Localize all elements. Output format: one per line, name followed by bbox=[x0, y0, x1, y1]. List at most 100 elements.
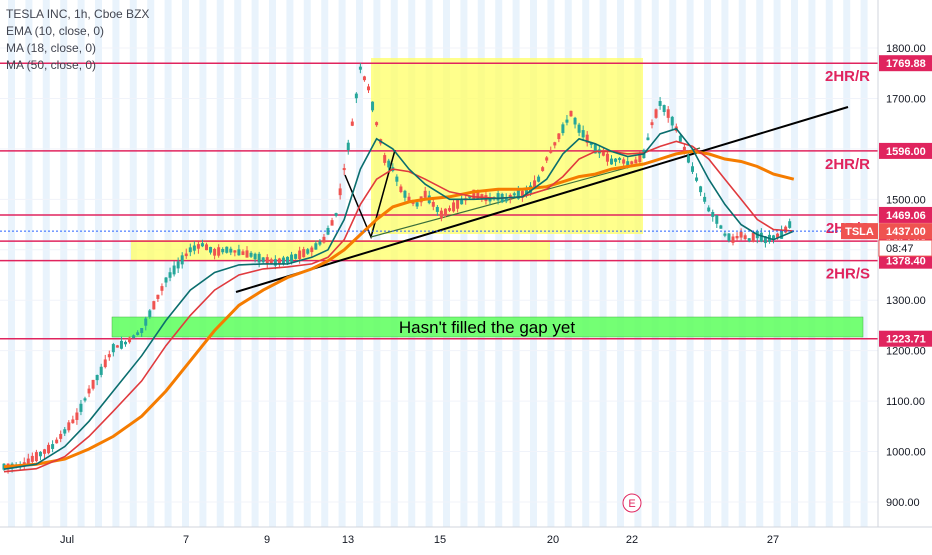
legend-ema[interactable]: EMA (10, close, 0) bbox=[6, 24, 105, 38]
candle-body bbox=[55, 439, 59, 444]
session-band bbox=[373, 0, 381, 527]
candle-body bbox=[735, 235, 739, 239]
candle-body bbox=[200, 243, 204, 247]
candle-body bbox=[180, 255, 184, 265]
session-band bbox=[147, 0, 155, 527]
candle-body bbox=[213, 248, 217, 256]
earnings-marker bbox=[622, 493, 642, 513]
x-tick-label: 13 bbox=[342, 534, 354, 546]
candle-body bbox=[448, 208, 451, 211]
candle-body bbox=[249, 252, 253, 257]
candle-body bbox=[423, 190, 427, 198]
candle-body bbox=[95, 375, 99, 381]
session-band bbox=[686, 0, 694, 527]
earnings-marker-label: E bbox=[628, 498, 635, 510]
session-band bbox=[390, 0, 398, 527]
level-price-tag bbox=[879, 55, 932, 72]
symbol-tag-label: TSLA bbox=[845, 226, 874, 238]
candle-body bbox=[545, 157, 549, 161]
candle-body bbox=[456, 200, 460, 209]
candle-body bbox=[541, 167, 545, 171]
candle-body bbox=[658, 101, 662, 106]
candle-body bbox=[666, 109, 670, 118]
session-band bbox=[60, 0, 68, 527]
session-band bbox=[738, 0, 746, 527]
session-band bbox=[564, 0, 572, 527]
session-band bbox=[425, 0, 433, 527]
candle-body bbox=[699, 186, 703, 193]
candle-body bbox=[91, 379, 95, 389]
last-price-label: 1437.00 bbox=[886, 226, 926, 238]
candles bbox=[2, 63, 792, 474]
candle-body bbox=[338, 188, 342, 196]
candle-body bbox=[585, 134, 589, 143]
candle-body bbox=[638, 153, 642, 163]
candle-body bbox=[241, 251, 245, 255]
candle-body bbox=[358, 66, 362, 70]
session-band bbox=[512, 0, 520, 527]
candle-body bbox=[350, 121, 354, 126]
level-price-tag bbox=[879, 206, 932, 223]
session-band bbox=[582, 0, 590, 527]
candle-body bbox=[751, 232, 755, 242]
candle-body bbox=[164, 277, 168, 283]
legend-ma18[interactable]: MA (18, close, 0) bbox=[6, 41, 97, 55]
session-band bbox=[8, 0, 15, 527]
candle-body bbox=[103, 359, 107, 368]
candle-body bbox=[399, 186, 403, 193]
candle-body bbox=[686, 155, 690, 163]
candle-body bbox=[614, 158, 618, 162]
candle-body bbox=[496, 193, 500, 201]
y-tick-label: 900.00 bbox=[886, 497, 920, 509]
session-band bbox=[25, 0, 33, 527]
candle-body bbox=[654, 109, 658, 118]
candle-body bbox=[322, 236, 326, 243]
candle-body bbox=[662, 105, 666, 112]
candle-body bbox=[196, 244, 200, 249]
candle-body bbox=[354, 93, 358, 99]
session-band bbox=[460, 0, 468, 527]
gap-box bbox=[111, 316, 864, 338]
candle-body bbox=[476, 192, 480, 199]
candle-body bbox=[79, 403, 83, 412]
candle-body bbox=[533, 180, 537, 188]
session-band bbox=[843, 0, 851, 527]
candle-body bbox=[472, 189, 476, 199]
candle-body bbox=[245, 250, 249, 258]
legend-ma50[interactable]: MA (50, close, 0) bbox=[6, 58, 97, 72]
candle-body bbox=[565, 119, 569, 123]
session-band bbox=[95, 0, 102, 527]
candle-body bbox=[346, 142, 350, 151]
candle-body bbox=[261, 257, 265, 263]
candle-body bbox=[75, 412, 79, 420]
candle-body bbox=[520, 190, 524, 198]
candle-body bbox=[43, 449, 46, 454]
candle-body bbox=[229, 248, 233, 253]
session-band bbox=[234, 0, 242, 527]
x-tick-label: 27 bbox=[767, 534, 779, 546]
candle-body bbox=[443, 208, 447, 216]
session-band bbox=[164, 0, 172, 527]
session-band bbox=[721, 0, 729, 527]
gap-annotation: Hasn't filled the gap yet bbox=[399, 318, 575, 337]
candle-body bbox=[622, 159, 626, 164]
candle-body bbox=[233, 250, 237, 253]
y-tick-label: 1500.00 bbox=[886, 194, 926, 206]
candle-body bbox=[140, 328, 144, 333]
candle-body bbox=[294, 254, 298, 259]
countdown-tag bbox=[878, 239, 932, 257]
candle-body bbox=[51, 444, 55, 449]
candle-body bbox=[342, 168, 346, 171]
candle-body bbox=[277, 258, 281, 265]
candle-body bbox=[553, 142, 557, 146]
x-tick-label: Jul bbox=[60, 534, 74, 546]
candle-body bbox=[257, 253, 261, 263]
candle-body bbox=[26, 458, 30, 464]
candle-body bbox=[772, 235, 775, 239]
session-band bbox=[338, 0, 346, 527]
candle-body bbox=[512, 193, 516, 196]
candle-body bbox=[739, 231, 743, 238]
candle-body bbox=[290, 254, 294, 262]
level-tag: 2HR/R bbox=[825, 156, 870, 173]
